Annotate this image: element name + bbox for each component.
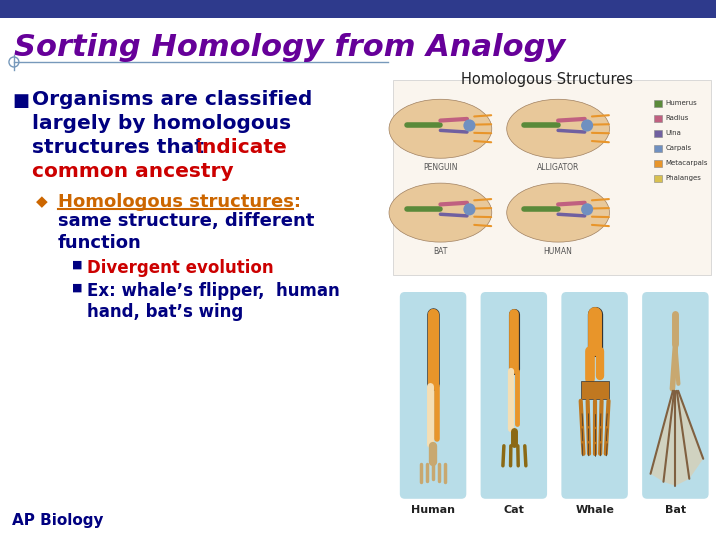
- Text: structures that: structures that: [32, 138, 211, 157]
- Text: ◆: ◆: [36, 194, 48, 209]
- Text: Metacarpals: Metacarpals: [665, 160, 708, 166]
- Polygon shape: [663, 391, 675, 486]
- Text: Sorting Homology from Analogy: Sorting Homology from Analogy: [14, 33, 565, 63]
- Text: Organisms are classified: Organisms are classified: [32, 90, 312, 109]
- Text: indicate: indicate: [195, 138, 287, 157]
- FancyBboxPatch shape: [400, 292, 467, 499]
- Text: HUMAN: HUMAN: [544, 247, 572, 256]
- Bar: [654, 145, 662, 152]
- Bar: [654, 114, 662, 122]
- Text: largely by homologous: largely by homologous: [32, 114, 291, 133]
- Text: hand, bat’s wing: hand, bat’s wing: [88, 303, 244, 321]
- Bar: [392, 285, 716, 525]
- Text: Whale: Whale: [575, 505, 614, 515]
- Text: same structure, different: same structure, different: [58, 212, 314, 230]
- Text: AP Biology: AP Biology: [12, 513, 104, 528]
- Text: Homologous Structures: Homologous Structures: [461, 72, 633, 87]
- FancyBboxPatch shape: [481, 292, 547, 499]
- Text: BAT: BAT: [433, 247, 448, 256]
- FancyBboxPatch shape: [642, 292, 708, 499]
- Ellipse shape: [507, 183, 610, 242]
- Text: Ulna: Ulna: [665, 130, 681, 136]
- Bar: [392, 80, 711, 275]
- Ellipse shape: [389, 99, 492, 158]
- Text: ALLIGATOR: ALLIGATOR: [537, 163, 580, 172]
- Ellipse shape: [507, 99, 610, 158]
- Bar: [654, 99, 662, 106]
- Text: Divergent evolution: Divergent evolution: [88, 259, 274, 277]
- Bar: [654, 159, 662, 166]
- Polygon shape: [675, 391, 689, 486]
- Text: Radius: Radius: [665, 115, 689, 121]
- Text: PENGUIN: PENGUIN: [423, 163, 458, 172]
- Polygon shape: [677, 391, 703, 479]
- Text: Ex: whale’s flipper,  human: Ex: whale’s flipper, human: [88, 282, 341, 300]
- Text: ■: ■: [12, 92, 29, 110]
- Text: Homologous structures:: Homologous structures:: [58, 193, 301, 211]
- Circle shape: [581, 119, 593, 132]
- Text: common ancestry: common ancestry: [32, 162, 233, 181]
- FancyBboxPatch shape: [562, 292, 628, 499]
- Text: Cat: Cat: [503, 505, 524, 515]
- Bar: [654, 130, 662, 137]
- Text: Bat: Bat: [665, 505, 686, 515]
- Circle shape: [464, 203, 475, 215]
- Circle shape: [464, 119, 475, 132]
- Bar: [0, 0, 716, 18]
- Text: Phalanges: Phalanges: [665, 175, 701, 181]
- Text: ■: ■: [71, 283, 82, 293]
- Bar: [581, 381, 608, 399]
- Bar: [654, 174, 662, 181]
- Text: ■: ■: [71, 260, 82, 270]
- Ellipse shape: [389, 183, 492, 242]
- Text: function: function: [58, 234, 141, 252]
- Circle shape: [581, 203, 593, 215]
- Text: Humerus: Humerus: [665, 100, 697, 106]
- Text: Carpals: Carpals: [665, 145, 692, 151]
- Text: Human: Human: [411, 505, 455, 515]
- Polygon shape: [651, 391, 674, 482]
